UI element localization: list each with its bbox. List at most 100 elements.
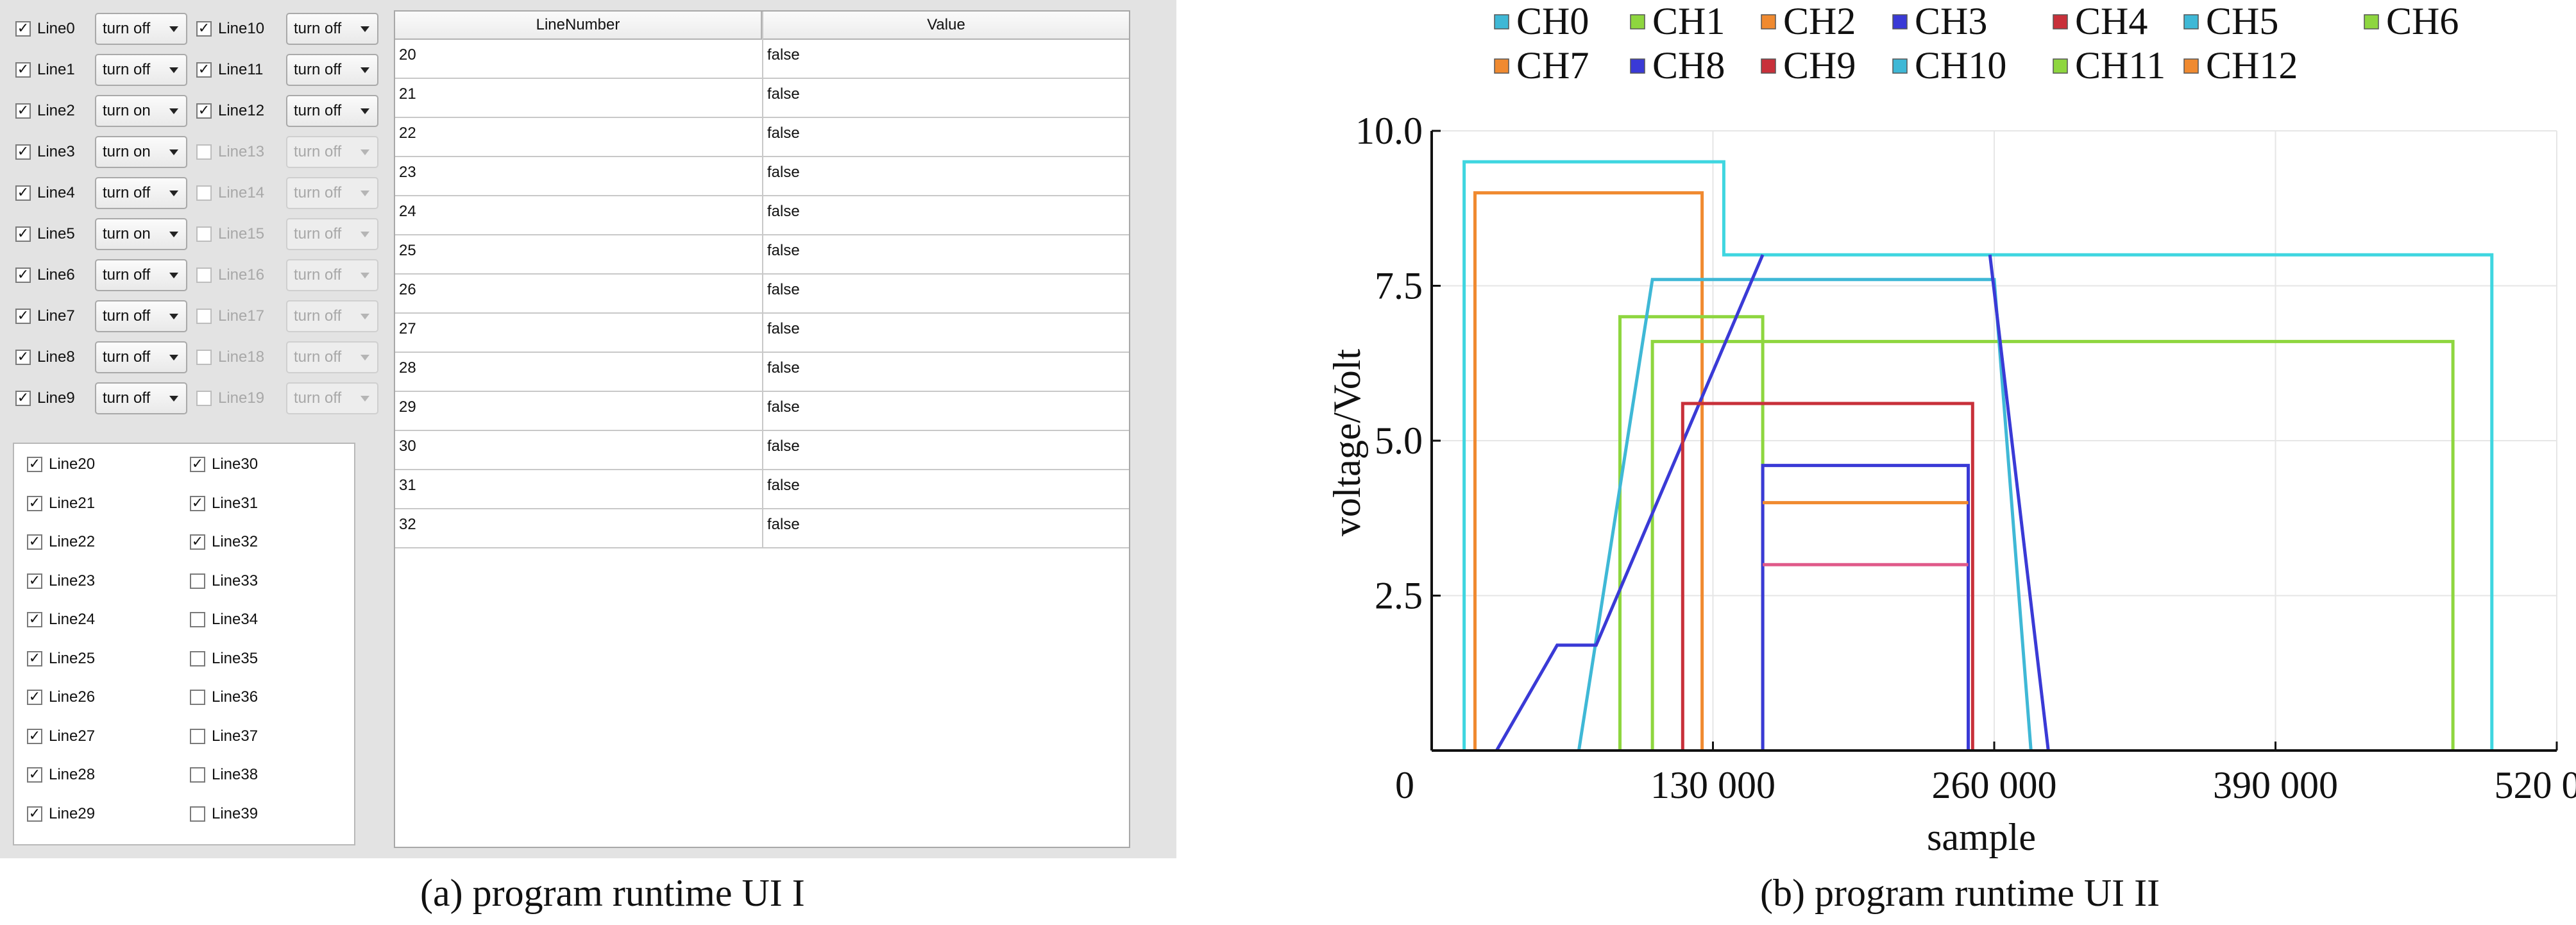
column-header-linenumber[interactable]: LineNumber <box>395 12 762 40</box>
checkbox-box[interactable] <box>190 806 205 822</box>
checkbox-box[interactable]: ✓ <box>196 103 212 119</box>
checkbox-line37[interactable]: Line37 <box>190 724 258 749</box>
cell-value[interactable]: false <box>767 398 800 416</box>
cell-value[interactable]: false <box>767 46 800 64</box>
checkbox-box[interactable] <box>190 767 205 783</box>
cell-linenumber[interactable]: 22 <box>399 124 416 142</box>
state-dropdown-line1[interactable]: turn off <box>95 54 187 86</box>
checkbox-line23[interactable]: ✓ Line23 <box>27 568 95 594</box>
state-dropdown-line15[interactable]: turn off <box>286 218 378 250</box>
checkbox-line13[interactable]: Line13 <box>196 135 264 169</box>
checkbox-box[interactable]: ✓ <box>15 267 31 283</box>
checkbox-line5[interactable]: ✓ Line5 <box>15 217 75 251</box>
checkbox-line14[interactable]: Line14 <box>196 176 264 210</box>
checkbox-box[interactable]: ✓ <box>27 495 42 511</box>
checkbox-box[interactable]: ✓ <box>190 495 205 511</box>
checkbox-box[interactable]: ✓ <box>27 534 42 550</box>
checkbox-box[interactable]: ✓ <box>15 21 31 37</box>
checkbox-box[interactable]: ✓ <box>27 690 42 705</box>
checkbox-line20[interactable]: ✓ Line20 <box>27 452 95 477</box>
state-dropdown-line8[interactable]: turn off <box>95 341 187 373</box>
cell-value[interactable]: false <box>767 437 800 455</box>
checkbox-box[interactable]: ✓ <box>15 226 31 242</box>
cell-value[interactable]: false <box>767 203 800 220</box>
state-dropdown-line7[interactable]: turn off <box>95 300 187 332</box>
cell-linenumber[interactable]: 30 <box>399 437 416 455</box>
checkbox-box[interactable]: ✓ <box>27 612 42 627</box>
checkbox-line22[interactable]: ✓ Line22 <box>27 529 95 555</box>
checkbox-line39[interactable]: Line39 <box>190 801 258 827</box>
checkbox-box[interactable]: ✓ <box>15 62 31 78</box>
cell-linenumber[interactable]: 25 <box>399 242 416 259</box>
checkbox-line21[interactable]: ✓ Line21 <box>27 491 95 516</box>
state-dropdown-line9[interactable]: turn off <box>95 382 187 414</box>
checkbox-box[interactable] <box>196 226 212 242</box>
checkbox-line30[interactable]: ✓ Line30 <box>190 452 258 477</box>
state-dropdown-line11[interactable]: turn off <box>286 54 378 86</box>
cell-value[interactable]: false <box>767 164 800 181</box>
checkbox-box[interactable]: ✓ <box>27 457 42 472</box>
cell-value[interactable]: false <box>767 477 800 494</box>
checkbox-line18[interactable]: Line18 <box>196 340 264 375</box>
checkbox-line29[interactable]: ✓ Line29 <box>27 801 95 827</box>
state-dropdown-line6[interactable]: turn off <box>95 259 187 291</box>
cell-linenumber[interactable]: 26 <box>399 281 416 298</box>
cell-linenumber[interactable]: 27 <box>399 320 416 337</box>
checkbox-box[interactable] <box>196 144 212 160</box>
checkbox-line9[interactable]: ✓ Line9 <box>15 381 75 416</box>
checkbox-line32[interactable]: ✓ Line32 <box>190 529 258 555</box>
cell-linenumber[interactable]: 31 <box>399 477 416 494</box>
checkbox-line2[interactable]: ✓ Line2 <box>15 94 75 128</box>
cell-value[interactable]: false <box>767 85 800 103</box>
checkbox-line10[interactable]: ✓ Line10 <box>196 12 264 46</box>
state-dropdown-line3[interactable]: turn on <box>95 136 187 168</box>
checkbox-line24[interactable]: ✓ Line24 <box>27 607 95 632</box>
checkbox-line38[interactable]: Line38 <box>190 762 258 788</box>
cell-value[interactable]: false <box>767 242 800 259</box>
checkbox-line26[interactable]: ✓ Line26 <box>27 684 95 710</box>
cell-linenumber[interactable]: 29 <box>399 398 416 416</box>
state-dropdown-line14[interactable]: turn off <box>286 177 378 209</box>
checkbox-line8[interactable]: ✓ Line8 <box>15 340 75 375</box>
cell-linenumber[interactable]: 21 <box>399 85 416 103</box>
checkbox-box[interactable] <box>196 391 212 406</box>
checkbox-box[interactable]: ✓ <box>196 62 212 78</box>
checkbox-line28[interactable]: ✓ Line28 <box>27 762 95 788</box>
checkbox-line34[interactable]: Line34 <box>190 607 258 632</box>
checkbox-box[interactable] <box>190 573 205 589</box>
checkbox-box[interactable] <box>190 728 205 744</box>
checkbox-box[interactable]: ✓ <box>27 650 42 666</box>
checkbox-line4[interactable]: ✓ Line4 <box>15 176 75 210</box>
checkbox-line19[interactable]: Line19 <box>196 381 264 416</box>
checkbox-line25[interactable]: ✓ Line25 <box>27 646 95 672</box>
cell-linenumber[interactable]: 32 <box>399 516 416 533</box>
cell-linenumber[interactable]: 24 <box>399 203 416 220</box>
cell-linenumber[interactable]: 20 <box>399 46 416 64</box>
checkbox-box[interactable]: ✓ <box>15 309 31 324</box>
checkbox-box[interactable] <box>196 185 212 201</box>
checkbox-box[interactable]: ✓ <box>190 457 205 472</box>
checkbox-line33[interactable]: Line33 <box>190 568 258 594</box>
state-dropdown-line17[interactable]: turn off <box>286 300 378 332</box>
checkbox-box[interactable]: ✓ <box>15 103 31 119</box>
checkbox-line31[interactable]: ✓ Line31 <box>190 491 258 516</box>
checkbox-line11[interactable]: ✓ Line11 <box>196 53 263 87</box>
checkbox-box[interactable] <box>190 690 205 705</box>
cell-value[interactable]: false <box>767 320 800 337</box>
checkbox-line36[interactable]: Line36 <box>190 684 258 710</box>
state-dropdown-line13[interactable]: turn off <box>286 136 378 168</box>
checkbox-box[interactable] <box>190 612 205 627</box>
cell-value[interactable]: false <box>767 516 800 533</box>
checkbox-line0[interactable]: ✓ Line0 <box>15 12 75 46</box>
checkbox-box[interactable]: ✓ <box>27 806 42 822</box>
checkbox-box[interactable]: ✓ <box>196 21 212 37</box>
state-dropdown-line0[interactable]: turn off <box>95 13 187 45</box>
state-dropdown-line2[interactable]: turn on <box>95 95 187 127</box>
checkbox-box[interactable] <box>196 350 212 365</box>
checkbox-box[interactable] <box>196 309 212 324</box>
checkbox-line6[interactable]: ✓ Line6 <box>15 258 75 293</box>
checkbox-box[interactable] <box>190 650 205 666</box>
checkbox-box[interactable]: ✓ <box>27 728 42 744</box>
checkbox-box[interactable] <box>196 267 212 283</box>
checkbox-line35[interactable]: Line35 <box>190 646 258 672</box>
